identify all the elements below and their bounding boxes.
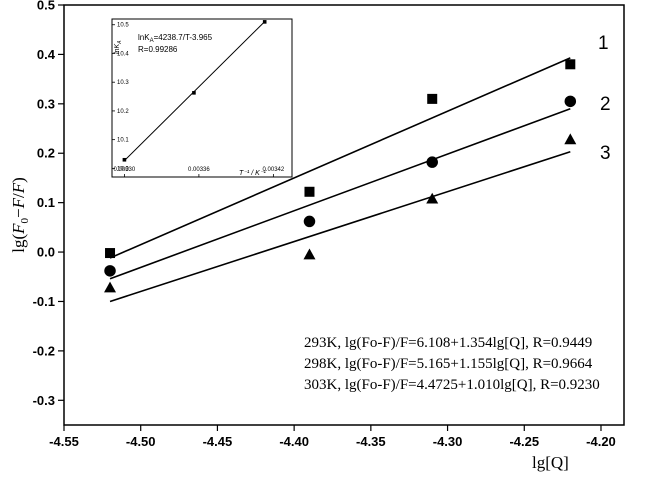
fit-line-series-1 bbox=[109, 57, 571, 259]
inset-data-point bbox=[122, 157, 127, 162]
data-point-series-2 bbox=[426, 156, 438, 168]
y-tick-label: 0.2 bbox=[37, 146, 55, 161]
equation-303k: 303K, lg(Fo-F)/F=4.4725+1.010lg[Q], R=0.… bbox=[304, 377, 600, 393]
inset-y-axis-title: lnKA bbox=[114, 40, 123, 54]
inset-y-tick-label: 10.2 bbox=[117, 109, 129, 115]
y-tick-label: -0.1 bbox=[33, 294, 55, 309]
y-tick-label: -0.3 bbox=[33, 393, 55, 408]
data-point-series-3 bbox=[564, 133, 577, 145]
series-label-2: 2 bbox=[600, 94, 611, 115]
x-tick-label: -4.55 bbox=[49, 434, 79, 449]
data-point-series-1 bbox=[304, 186, 315, 197]
data-point-series-3 bbox=[426, 192, 439, 204]
inset-x-tick-label: 0.00336 bbox=[188, 167, 210, 173]
y-tick-label: 0.4 bbox=[37, 47, 56, 62]
inset-data-point bbox=[192, 91, 196, 95]
inset-y-tick-label: 10.1 bbox=[117, 138, 129, 144]
main-fit-lines bbox=[109, 57, 571, 303]
fit-line-series-3 bbox=[109, 150, 571, 303]
x-tick-label: -4.50 bbox=[126, 434, 156, 449]
x-tick-label: -4.40 bbox=[279, 434, 309, 449]
y-tick-label: 0.0 bbox=[37, 245, 55, 260]
data-point-series-3 bbox=[104, 281, 117, 293]
x-tick-label: -4.30 bbox=[433, 434, 463, 449]
inset-y-tick-label: 10.5 bbox=[117, 23, 129, 29]
data-point-series-2 bbox=[303, 215, 316, 228]
plot-frame bbox=[63, 4, 625, 426]
inset-x-axis-title: T⁻¹ / K⁻¹ bbox=[239, 170, 267, 177]
inset-y-tick-label: 10.3 bbox=[117, 80, 129, 86]
inset-data-point bbox=[262, 20, 267, 24]
inset-equation: lnKA=4238.7/T-3.965 bbox=[138, 33, 213, 44]
inset-y-tick-label: 10.4 bbox=[117, 51, 129, 57]
series-label-3: 3 bbox=[600, 143, 611, 164]
y-tick-label: -0.2 bbox=[33, 343, 55, 358]
equation-298k: 298K, lg(Fo-F)/F=5.165+1.155lg[Q], R=0.9… bbox=[304, 356, 593, 372]
y-axis-title: lg(F0−F/F) bbox=[9, 177, 31, 253]
fit-line-series-2 bbox=[109, 108, 571, 280]
inset-data-points bbox=[122, 20, 267, 162]
inset-x-tick-label: 0.00342 bbox=[263, 167, 285, 173]
series-label-1: 1 bbox=[598, 33, 609, 54]
y-tick-label: 0.5 bbox=[37, 0, 55, 13]
inset-ticks: 0.00330 0.00336 0.00342 10.5 10.4 10.3 10.2 10.… bbox=[112, 23, 285, 177]
inset-frame bbox=[111, 18, 293, 178]
main-ticks: -4.55 -4.50 -4.45 -4.40 -4.35 -4.30 -4.25 -4.20… bbox=[33, 0, 616, 449]
data-point-series-2 bbox=[104, 265, 116, 277]
x-tick-label: -4.25 bbox=[509, 434, 539, 449]
equation-293k: 293K, lg(Fo-F)/F=6.108+1.354lg[Q], R=0.9… bbox=[304, 335, 592, 351]
x-axis-title: lg[Q] bbox=[532, 453, 569, 472]
data-point-series-1 bbox=[105, 248, 116, 259]
x-tick-label: -4.35 bbox=[356, 434, 386, 449]
y-tick-label: 0.3 bbox=[37, 96, 55, 111]
data-point-series-1 bbox=[565, 59, 576, 70]
data-point-series-2 bbox=[564, 95, 577, 108]
x-tick-label: -4.45 bbox=[203, 434, 233, 449]
data-point-series-3 bbox=[303, 248, 316, 260]
data-point-series-1 bbox=[427, 93, 438, 104]
y-tick-label: 0.1 bbox=[37, 195, 55, 210]
inset-chart: 0.00330 0.00336 0.00342 10.5 10.4 10.3 10.2 10.… bbox=[111, 18, 293, 178]
main-data-points bbox=[104, 59, 577, 293]
inset-x-tick-label: 0.00330 bbox=[114, 167, 136, 173]
inset-y-tick-label: 10.0 bbox=[117, 166, 129, 172]
x-tick-label: -4.20 bbox=[586, 434, 616, 449]
inset-r-value: R=0.99286 bbox=[138, 45, 178, 54]
